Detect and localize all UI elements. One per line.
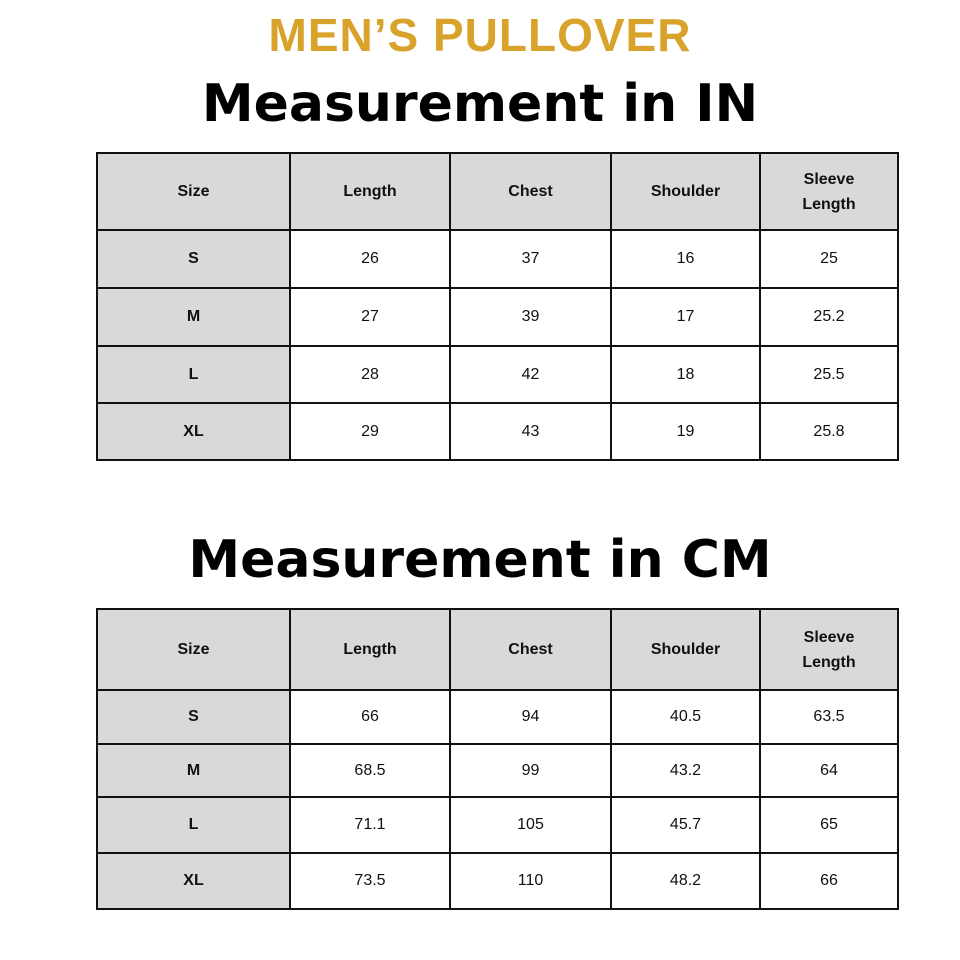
table-row: M 27 39 17 25.2 xyxy=(96,287,899,347)
measurement-cell: 66 xyxy=(759,852,899,910)
measurement-cell: 25.2 xyxy=(759,287,899,347)
measurement-cell: 64 xyxy=(759,743,899,798)
measurement-cell: 16 xyxy=(610,229,761,289)
measurement-cell: 99 xyxy=(449,743,612,798)
measurement-cell: 17 xyxy=(610,287,761,347)
measurement-cell: 73.5 xyxy=(289,852,451,910)
measurement-cell: 26 xyxy=(289,229,451,289)
column-header: Chest xyxy=(449,152,612,231)
header-row: Size Length Chest Shoulder Sleeve Length xyxy=(96,608,899,691)
measurement-cell: 45.7 xyxy=(610,796,761,854)
measurement-cell: 39 xyxy=(449,287,612,347)
column-header: Shoulder xyxy=(610,152,761,231)
measurement-cell: 48.2 xyxy=(610,852,761,910)
size-cell: XL xyxy=(96,852,291,910)
measurement-cell: 37 xyxy=(449,229,612,289)
header-row: Size Length Chest Shoulder Sleeve Length xyxy=(96,152,899,231)
measurement-cell: 18 xyxy=(610,345,761,404)
table-row: L 28 42 18 25.5 xyxy=(96,345,899,404)
column-header: Chest xyxy=(449,608,612,691)
size-cell: XL xyxy=(96,402,291,461)
measurement-cell: 94 xyxy=(449,689,612,745)
brand-title: MEN’S PULLOVER xyxy=(268,9,692,61)
cm-table-title: Measurement in CM xyxy=(188,530,772,590)
size-cell: L xyxy=(96,345,291,404)
column-header: Size xyxy=(96,608,291,691)
inches-table-title: Measurement in IN xyxy=(201,74,759,134)
measurement-cell: 29 xyxy=(289,402,451,461)
column-header: Length xyxy=(289,152,451,231)
measurement-cell: 63.5 xyxy=(759,689,899,745)
size-cell: S xyxy=(96,229,291,289)
cm-size-table: Size Length Chest Shoulder Sleeve Length S 66 9… xyxy=(96,608,899,910)
measurement-cell: 28 xyxy=(289,345,451,404)
measurement-cell: 42 xyxy=(449,345,612,404)
table-row: XL 29 43 19 25.8 xyxy=(96,402,899,461)
size-cell: M xyxy=(96,287,291,347)
table-row: XL 73.5 110 48.2 66 xyxy=(96,852,899,910)
column-header: Shoulder xyxy=(610,608,761,691)
measurement-cell: 105 xyxy=(449,796,612,854)
measurement-cell: 40.5 xyxy=(610,689,761,745)
measurement-cell: 66 xyxy=(289,689,451,745)
measurement-cell: 43 xyxy=(449,402,612,461)
measurement-cell: 110 xyxy=(449,852,612,910)
measurement-cell: 71.1 xyxy=(289,796,451,854)
measurement-cell: 68.5 xyxy=(289,743,451,798)
column-header: Sleeve Length xyxy=(759,608,899,691)
column-header: Size xyxy=(96,152,291,231)
size-cell: M xyxy=(96,743,291,798)
size-cell: L xyxy=(96,796,291,854)
measurement-cell: 27 xyxy=(289,287,451,347)
table-row: L 71.1 105 45.7 65 xyxy=(96,796,899,854)
measurement-cell: 25 xyxy=(759,229,899,289)
inches-size-table: Size Length Chest Shoulder Sleeve Length S 26 3… xyxy=(96,152,899,461)
table-row: S 26 37 16 25 xyxy=(96,229,899,289)
measurement-cell: 43.2 xyxy=(610,743,761,798)
column-header: Sleeve Length xyxy=(759,152,899,231)
measurement-cell: 65 xyxy=(759,796,899,854)
measurement-cell: 19 xyxy=(610,402,761,461)
table-row: S 66 94 40.5 63.5 xyxy=(96,689,899,745)
column-header: Length xyxy=(289,608,451,691)
measurement-cell: 25.8 xyxy=(759,402,899,461)
size-cell: S xyxy=(96,689,291,745)
table-row: M 68.5 99 43.2 64 xyxy=(96,743,899,798)
measurement-cell: 25.5 xyxy=(759,345,899,404)
